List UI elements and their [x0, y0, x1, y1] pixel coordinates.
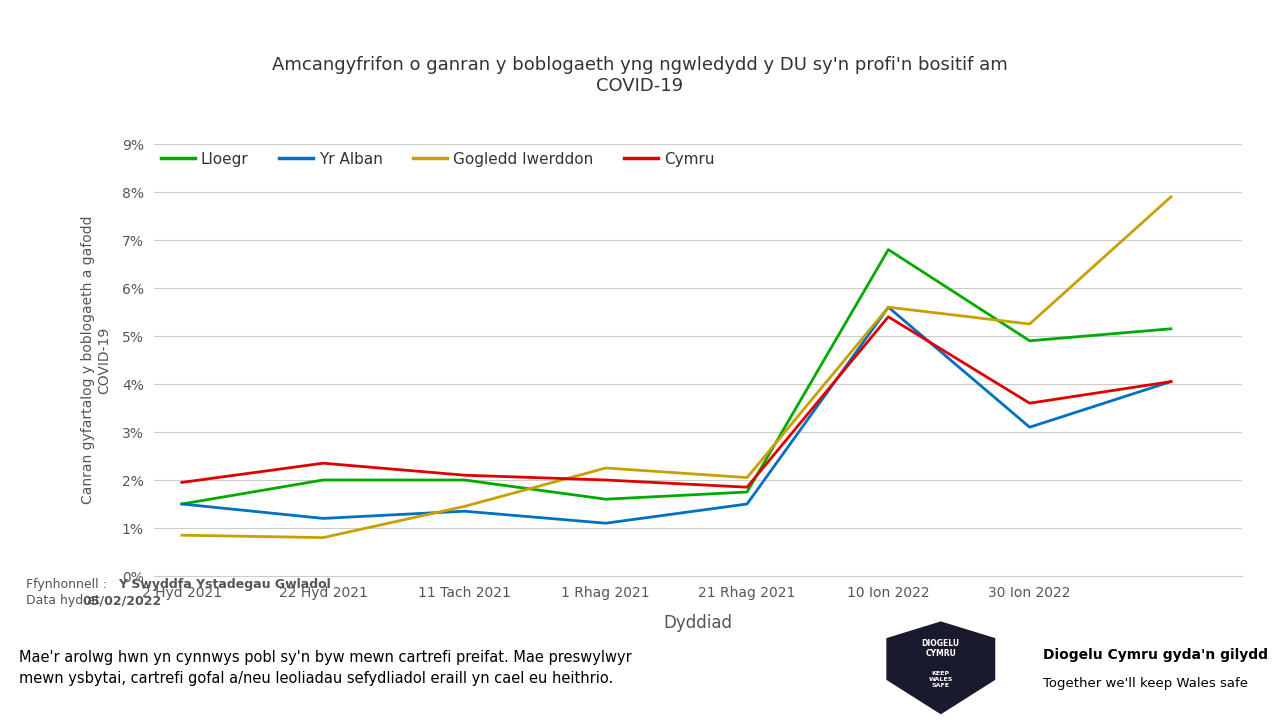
- Yr Alban: [1021, 423, 1037, 431]
- Lloegr: [881, 246, 896, 254]
- Lloegr: [174, 500, 189, 508]
- Gogledd Iwerddon: [1164, 192, 1179, 201]
- Text: 05/02/2022: 05/02/2022: [82, 594, 161, 607]
- Yr Alban: [598, 519, 613, 528]
- Line: Yr Alban: Yr Alban: [182, 307, 1171, 523]
- Text: Data hyd at: Data hyd at: [26, 594, 104, 607]
- Gogledd Iwerddon: [174, 531, 189, 539]
- Lloegr: [1164, 325, 1179, 333]
- Text: Ffynhonnell :: Ffynhonnell :: [26, 578, 110, 591]
- Cymru: [1021, 399, 1037, 408]
- Lloegr: [457, 476, 472, 485]
- Cymru: [315, 459, 330, 467]
- Yr Alban: [881, 303, 896, 312]
- Text: Amcangyfrifon o ganran y boblogaeth yng ngwledydd y DU sy'n profi'n bositif am
C: Amcangyfrifon o ganran y boblogaeth yng …: [273, 56, 1007, 95]
- Yr Alban: [457, 507, 472, 516]
- Legend: Lloegr, Yr Alban, Gogledd Iwerddon, Cymru: Lloegr, Yr Alban, Gogledd Iwerddon, Cymr…: [161, 152, 714, 166]
- Yr Alban: [1164, 377, 1179, 386]
- Gogledd Iwerddon: [315, 534, 330, 542]
- Line: Lloegr: Lloegr: [182, 250, 1171, 504]
- Text: Y Swyddfa Ystadegau Gwladol: Y Swyddfa Ystadegau Gwladol: [118, 578, 330, 591]
- Yr Alban: [740, 500, 755, 508]
- Cymru: [457, 471, 472, 480]
- Lloegr: [598, 495, 613, 503]
- Yr Alban: [315, 514, 330, 523]
- Text: Mae'r arolwg hwn yn cynnwys pobl sy'n byw mewn cartrefi preifat. Mae preswylwyr
: Mae'r arolwg hwn yn cynnwys pobl sy'n by…: [19, 649, 632, 685]
- Cymru: [1164, 377, 1179, 386]
- Line: Gogledd Iwerddon: Gogledd Iwerddon: [182, 197, 1171, 538]
- Lloegr: [315, 476, 330, 485]
- Text: Together we'll keep Wales safe: Together we'll keep Wales safe: [1043, 677, 1248, 690]
- Gogledd Iwerddon: [881, 303, 896, 312]
- Cymru: [174, 478, 189, 487]
- Y-axis label: Canran gyfartalog y boblogaeth a gafodd
COVID-19: Canran gyfartalog y boblogaeth a gafodd …: [81, 216, 111, 504]
- Text: DIOGELU
CYMRU: DIOGELU CYMRU: [922, 639, 960, 658]
- Text: KEEP
WALES
SAFE: KEEP WALES SAFE: [928, 671, 954, 688]
- Line: Cymru: Cymru: [182, 317, 1171, 487]
- Lloegr: [740, 487, 755, 496]
- Gogledd Iwerddon: [457, 502, 472, 510]
- Text: Diogelu Cymru gyda'n gilydd: Diogelu Cymru gyda'n gilydd: [1043, 648, 1268, 662]
- Cymru: [881, 312, 896, 321]
- Cymru: [740, 483, 755, 492]
- X-axis label: Dyddiad: Dyddiad: [663, 613, 732, 631]
- Gogledd Iwerddon: [1021, 320, 1037, 328]
- Cymru: [598, 476, 613, 485]
- Gogledd Iwerddon: [740, 473, 755, 482]
- Yr Alban: [174, 500, 189, 508]
- Polygon shape: [887, 622, 995, 714]
- Gogledd Iwerddon: [598, 464, 613, 472]
- Lloegr: [1021, 336, 1037, 345]
